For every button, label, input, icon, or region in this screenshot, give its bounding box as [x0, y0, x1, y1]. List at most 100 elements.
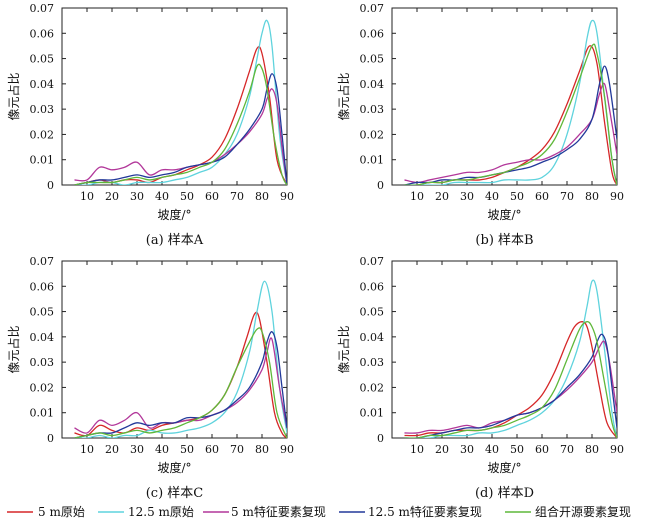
y-tick-label: 0.03 — [30, 103, 55, 116]
x-tick-label: 80 — [255, 190, 269, 203]
x-tick-label: 70 — [560, 190, 574, 203]
y-tick-label: 0 — [377, 432, 384, 445]
series-line-5 — [74, 327, 287, 438]
x-tick-label: 30 — [130, 443, 144, 456]
y-tick-label: 0.01 — [360, 154, 385, 167]
series-group — [74, 280, 287, 438]
y-axis-label: 像元占比 — [336, 325, 351, 373]
x-tick-label: 30 — [460, 443, 474, 456]
y-tick-label: 0.07 — [360, 255, 385, 268]
series-line-1 — [404, 321, 617, 438]
x-tick-label: 50 — [510, 443, 524, 456]
x-tick-label: 90 — [610, 190, 624, 203]
y-tick-label: 0.06 — [30, 27, 55, 40]
y-tick-label: 0.03 — [360, 356, 385, 369]
x-tick-label: 20 — [105, 443, 119, 456]
series-line-4 — [404, 333, 617, 438]
x-tick-label: 20 — [435, 190, 449, 203]
y-tick-label: 0.05 — [30, 306, 55, 319]
x-tick-label: 40 — [485, 190, 499, 203]
x-tick-label: 80 — [255, 443, 269, 456]
x-tick-label: 80 — [585, 190, 599, 203]
x-tick-label: 50 — [180, 190, 194, 203]
y-axis-label: 像元占比 — [6, 325, 21, 373]
x-tick-label: 20 — [435, 443, 449, 456]
x-tick-label: 60 — [205, 190, 219, 203]
plot-frame — [61, 7, 288, 186]
y-tick-label: 0.05 — [360, 53, 385, 66]
y-tick-label: 0.05 — [30, 53, 55, 66]
series-line-4 — [404, 65, 617, 185]
x-tick-label: 50 — [180, 443, 194, 456]
y-tick-label: 0.02 — [360, 381, 385, 394]
y-tick-label: 0.01 — [30, 154, 55, 167]
x-tick-label: 60 — [535, 443, 549, 456]
x-tick-label: 60 — [205, 443, 219, 456]
series-group — [404, 19, 617, 185]
x-tick-label: 60 — [535, 190, 549, 203]
x-tick-label: 50 — [510, 190, 524, 203]
x-tick-label: 30 — [130, 190, 144, 203]
series-line-5 — [404, 320, 617, 438]
x-tick-label: 40 — [155, 443, 169, 456]
series-line-2 — [404, 279, 617, 438]
series-line-3 — [74, 88, 287, 185]
x-axis-label: 坡度/° — [157, 207, 191, 222]
y-tick-label: 0.06 — [30, 280, 55, 293]
y-tick-label: 0.01 — [360, 407, 385, 420]
plot-frame — [391, 7, 618, 186]
y-tick-label: 0.06 — [360, 280, 385, 293]
panel-caption: (a) 样本A — [146, 233, 204, 248]
y-tick-label: 0.06 — [360, 27, 385, 40]
legend-label: 组合开源要素复现 — [535, 504, 631, 519]
chart-panel-a: 0 0.01 0.02 0.03 0.04 0.05 0.06 0.07 10 20 30 40 50 6… — [6, 2, 294, 248]
y-tick-label: 0 — [47, 179, 54, 192]
x-axis-label: 坡度/° — [487, 460, 521, 475]
y-tick-label: 0.05 — [360, 306, 385, 319]
chart-panel-b: 0 0.01 0.02 0.03 0.04 0.05 0.06 0.07 10 20 30 40 50 6… — [336, 2, 624, 248]
series-line-5 — [74, 63, 287, 185]
series-line-3 — [404, 82, 617, 184]
y-tick-label: 0.07 — [30, 255, 55, 268]
legend-item-4: 12.5 m特征要素复现 — [339, 504, 482, 519]
x-tick-label: 90 — [280, 190, 294, 203]
y-tick-label: 0.04 — [360, 78, 385, 91]
panel-caption: (d) 样本D — [475, 486, 534, 501]
y-tick-label: 0 — [47, 432, 54, 445]
x-tick-label: 90 — [610, 443, 624, 456]
legend-label: 12.5 m特征要素复现 — [368, 504, 482, 519]
panel-caption: (b) 样本B — [475, 233, 533, 248]
y-tick-label: 0.07 — [30, 2, 55, 15]
legend-label: 12.5 m原始 — [128, 505, 194, 519]
x-axis-label: 坡度/° — [487, 207, 521, 222]
series-line-2 — [74, 19, 287, 185]
y-tick-label: 0.04 — [30, 331, 55, 344]
series-line-2 — [74, 280, 287, 438]
y-axis-label: 像元占比 — [6, 72, 21, 120]
x-tick-label: 30 — [460, 190, 474, 203]
series-group — [404, 279, 617, 438]
y-tick-label: 0.04 — [360, 331, 385, 344]
legend-item-2: 12.5 m原始 — [98, 505, 194, 519]
x-tick-label: 90 — [280, 443, 294, 456]
plot-frame — [61, 260, 288, 439]
panel-caption: (c) 样本C — [146, 486, 204, 501]
series-line-4 — [74, 73, 287, 185]
x-tick-label: 10 — [80, 190, 94, 203]
y-tick-label: 0.07 — [360, 2, 385, 15]
y-tick-label: 0.04 — [30, 78, 55, 91]
series-line-2 — [404, 19, 617, 185]
series-line-1 — [404, 45, 617, 185]
legend-item-5: 组合开源要素复现 — [505, 504, 631, 519]
y-axis-label: 像元占比 — [336, 72, 351, 120]
x-tick-label: 40 — [485, 443, 499, 456]
y-tick-label: 0.03 — [30, 356, 55, 369]
x-tick-label: 70 — [560, 443, 574, 456]
chart-panel-c: 0 0.01 0.02 0.03 0.04 0.05 0.06 0.07 10 20 30 40 50 6… — [6, 255, 294, 501]
series-line-5 — [404, 43, 617, 185]
y-tick-label: 0.02 — [360, 128, 385, 141]
legend-item-1: 5 m原始 — [7, 505, 85, 519]
y-tick-label: 0.02 — [30, 128, 55, 141]
x-axis-label: 坡度/° — [157, 460, 191, 475]
